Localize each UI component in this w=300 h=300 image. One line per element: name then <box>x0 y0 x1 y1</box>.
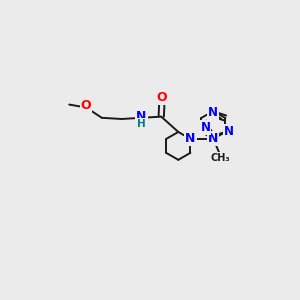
Text: N: N <box>185 132 196 146</box>
Text: O: O <box>157 91 167 104</box>
Text: N: N <box>136 110 147 122</box>
Text: N: N <box>208 132 218 146</box>
Text: CH₃: CH₃ <box>210 153 230 163</box>
Text: H: H <box>137 119 146 129</box>
Text: N: N <box>208 106 218 119</box>
Text: N: N <box>200 121 210 134</box>
Text: N: N <box>224 125 234 138</box>
Text: O: O <box>81 99 92 112</box>
